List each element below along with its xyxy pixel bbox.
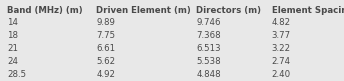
Text: 3.22: 3.22 [272,44,291,53]
Text: 7.368: 7.368 [196,31,221,40]
Text: 3.77: 3.77 [272,31,291,40]
Text: Element Spacing: Element Spacing [272,6,344,15]
Text: Band (MHz) (m): Band (MHz) (m) [7,6,83,15]
Text: 4.92: 4.92 [96,70,115,79]
Text: 24: 24 [7,57,18,66]
Text: 2.40: 2.40 [272,70,291,79]
Text: 14: 14 [7,18,18,27]
Text: 9.746: 9.746 [196,18,221,27]
Text: 28.5: 28.5 [7,70,26,79]
Text: 5.538: 5.538 [196,57,221,66]
Text: 4.82: 4.82 [272,18,291,27]
Text: Directors (m): Directors (m) [196,6,261,15]
Text: 6.513: 6.513 [196,44,221,53]
Text: 9.89: 9.89 [96,18,115,27]
Text: 2.74: 2.74 [272,57,291,66]
Text: 7.75: 7.75 [96,31,116,40]
Text: 21: 21 [7,44,18,53]
Text: Driven Element (m): Driven Element (m) [96,6,191,15]
Text: 4.848: 4.848 [196,70,221,79]
Text: 5.62: 5.62 [96,57,116,66]
Text: 6.61: 6.61 [96,44,116,53]
Text: 18: 18 [7,31,18,40]
